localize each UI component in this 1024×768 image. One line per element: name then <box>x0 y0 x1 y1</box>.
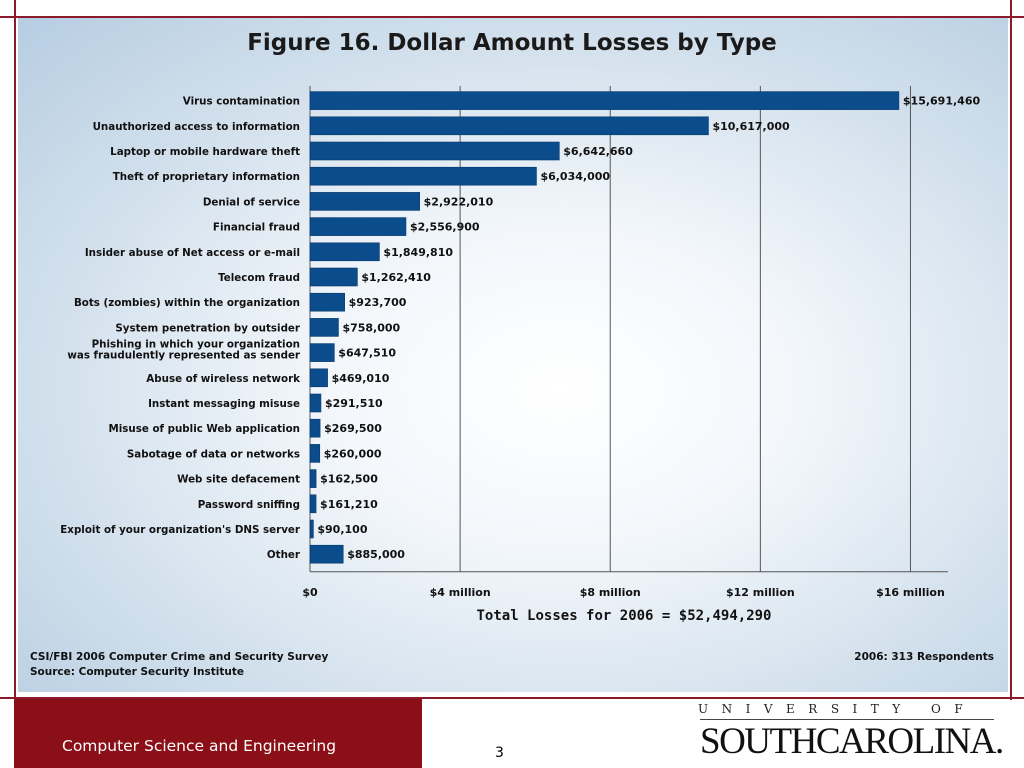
bar <box>309 192 420 211</box>
bar <box>309 91 900 110</box>
bar-value-label: $10,617,000 <box>712 120 790 133</box>
total-losses: Total Losses for 2006 = $52,494,290 <box>476 608 772 624</box>
category-label: Abuse of wireless network <box>146 373 301 385</box>
bar-value-label: $923,700 <box>349 296 407 309</box>
x-tick-label: $4 million <box>430 586 491 599</box>
bar <box>309 217 407 236</box>
bar <box>309 116 709 136</box>
logo-university-of: UNIVERSITY OF <box>698 702 977 716</box>
bar <box>309 469 317 488</box>
bar-value-label: $162,500 <box>320 473 378 486</box>
figure-title: Figure 16. Dollar Amount Losses by Type <box>247 30 777 56</box>
bar-value-label: $161,210 <box>320 498 378 511</box>
bar-value-label: $2,556,900 <box>410 221 480 234</box>
category-label: Instant messaging misuse <box>148 398 300 410</box>
category-label: Misuse of public Web application <box>109 423 300 435</box>
category-label: Phishing in which your organization was f… <box>67 339 301 362</box>
bar-value-label: $1,849,810 <box>383 246 453 259</box>
x-tick-label: $16 million <box>876 586 945 599</box>
category-label: Other <box>267 549 301 561</box>
bar-value-label: $6,642,660 <box>563 145 633 158</box>
bar <box>309 393 322 413</box>
university-logo: UNIVERSITY OF SOUTHCAROLINA. <box>698 700 1004 766</box>
bar <box>309 418 321 438</box>
category-label: Sabotage of data or networks <box>127 448 300 460</box>
bar-value-label: $758,000 <box>342 321 400 334</box>
category-label: Laptop or mobile hardware theft <box>110 146 300 158</box>
bar-value-label: $1,262,410 <box>361 271 431 284</box>
bar <box>309 519 314 539</box>
bar-value-label: $291,510 <box>325 397 383 410</box>
bar <box>309 494 317 514</box>
category-label: Insider abuse of Net access or e-mail <box>85 247 300 259</box>
bar-layer <box>309 91 900 564</box>
bar-value-label: $885,000 <box>347 548 405 561</box>
category-label: Web site defacement <box>177 474 300 486</box>
bar <box>309 166 537 186</box>
x-tick-label: $12 million <box>726 586 795 599</box>
bar <box>309 242 380 262</box>
survey-source: CSI/FBI 2006 Computer Crime and Security… <box>30 651 329 663</box>
category-label-line: was fraudulently represented as sender <box>67 350 301 362</box>
bottom-rule <box>0 697 1024 699</box>
x-tick-label: $8 million <box>580 586 641 599</box>
bar-value-label: $90,100 <box>317 523 367 536</box>
page-number: 3 <box>495 745 504 761</box>
bar-value-label: $260,000 <box>324 447 382 460</box>
label-layer: $0 $4 million $8 million $12 million $16 mil… <box>60 95 980 599</box>
bar-value-label: $269,500 <box>324 422 382 435</box>
bar <box>309 544 344 564</box>
category-label: Bots (zombies) within the organization <box>74 297 300 309</box>
x-tick-label: $0 <box>302 586 318 599</box>
category-label: Denial of service <box>203 196 300 208</box>
category-label: Virus contamination <box>183 96 300 108</box>
respondents-count: 2006: 313 Respondents <box>854 651 994 663</box>
bar <box>309 141 560 161</box>
category-label-line: Phishing in which your organization <box>92 339 300 351</box>
institute-source: Source: Computer Security Institute <box>30 666 245 678</box>
top-rule <box>0 16 1024 18</box>
category-label: Unauthorized access to information <box>93 121 300 133</box>
category-label: Exploit of your organization's DNS serve… <box>60 524 301 536</box>
category-label: Password sniffing <box>198 499 300 511</box>
bar <box>309 267 358 287</box>
bar <box>309 318 339 337</box>
bar <box>309 292 345 312</box>
bar-value-label: $6,034,000 <box>540 170 610 183</box>
category-label: Theft of proprietary information <box>113 171 300 183</box>
bar-value-label: $15,691,460 <box>903 95 981 108</box>
category-label: Telecom fraud <box>218 272 300 284</box>
bar <box>309 368 328 388</box>
logo-south-carolina: SOUTHCAROLINA. <box>700 721 1004 762</box>
right-rule <box>1010 0 1012 700</box>
left-rule <box>14 0 16 700</box>
bar-value-label: $2,922,010 <box>424 195 494 208</box>
bar <box>309 343 335 362</box>
bar-value-label: $647,510 <box>338 347 396 360</box>
category-label: Financial fraud <box>213 222 300 234</box>
bar <box>309 444 321 463</box>
footer-bar: Computer Science and Engineering <box>14 699 422 768</box>
logo-rule <box>700 719 994 720</box>
bar-value-label: $469,010 <box>332 372 390 385</box>
department-name: Computer Science and Engineering <box>62 737 337 755</box>
category-label: System penetration by outsider <box>115 322 301 334</box>
